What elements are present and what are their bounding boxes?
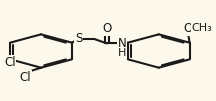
Text: S: S <box>75 32 83 45</box>
Text: Cl: Cl <box>19 71 31 84</box>
Text: O: O <box>183 22 192 35</box>
Text: H: H <box>118 48 126 58</box>
Text: CH₃: CH₃ <box>192 23 212 33</box>
Text: N: N <box>118 37 126 50</box>
Text: Cl: Cl <box>4 56 16 69</box>
Text: O: O <box>102 22 111 35</box>
